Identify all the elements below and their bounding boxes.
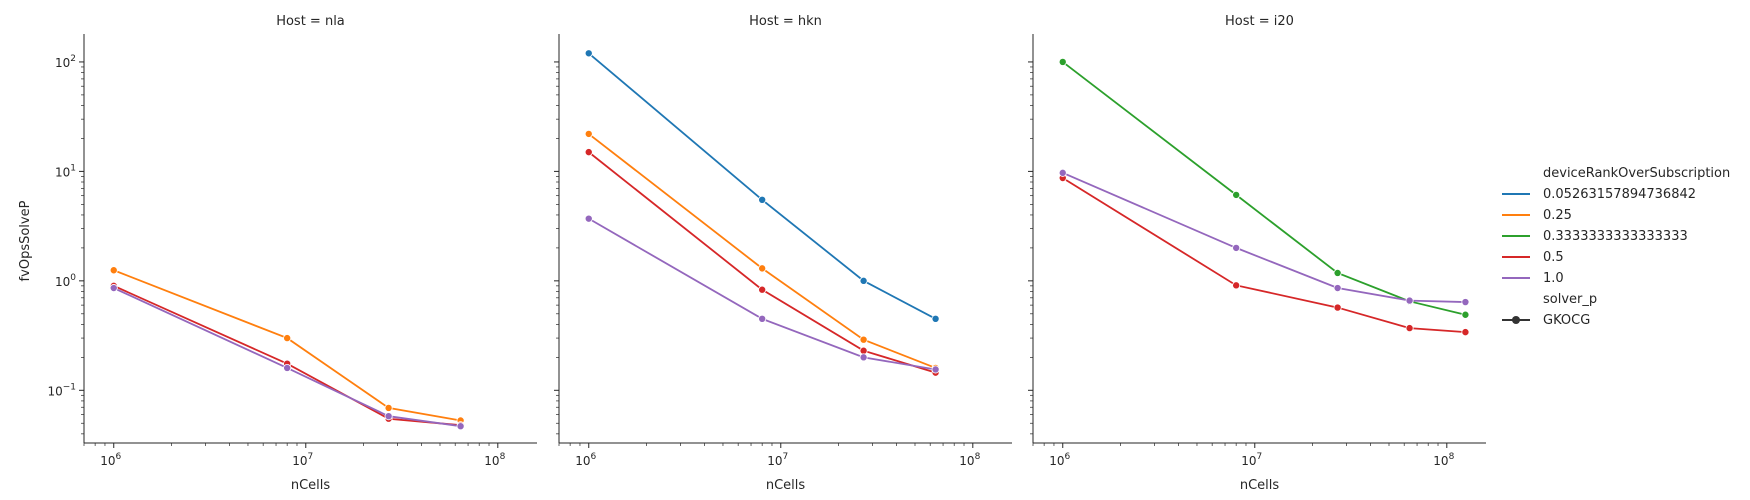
data-point [931,365,940,374]
legend-entry: 0.5 [1543,250,1564,265]
series-line [1062,177,1466,334]
data-point [283,363,292,372]
data-point [1058,57,1067,66]
data-point [456,422,465,431]
series-line [588,217,936,371]
series-0.5 [109,281,465,430]
x-tick-label: 107 [767,452,788,468]
x-tick-label: 106 [100,452,121,468]
data-point [1461,310,1470,319]
y-axis-label: fvOpsSolveP [18,200,33,281]
data-point [1058,168,1067,177]
series-0.25 [109,266,465,425]
series-0.25 [584,129,940,372]
series-1.0 [109,284,465,431]
series-line [588,133,936,369]
data-point [1333,303,1342,312]
series-line [113,269,461,422]
x-tick-label: 108 [1433,452,1454,468]
legend-entry: 1.0 [1543,271,1564,286]
data-point [859,346,868,355]
series-0.05263157894736842 [584,49,940,323]
data-point [859,353,868,362]
data-point [931,314,940,323]
panel-title: Host = hkn [749,14,822,29]
legend-style-marker [1512,316,1520,324]
data-point [384,412,393,421]
legend-style-title: solver_p [1543,292,1597,307]
legend-entry: 0.25 [1543,208,1572,223]
x-tick-label: 107 [1241,452,1262,468]
data-point [1405,296,1414,305]
legend-entry: 0.05263157894736842 [1543,187,1696,202]
legend-entry: 0.3333333333333333 [1543,229,1688,244]
legend: deviceRankOverSubscription 0.052631578947… [1502,166,1730,328]
legend-style-entry: GKOCG [1543,313,1590,328]
data-point [758,285,767,294]
data-point [1461,328,1470,337]
data-point [584,214,593,223]
data-point [1333,284,1342,293]
series-0.5 [584,148,940,377]
data-point [1232,243,1241,252]
data-point [859,335,868,344]
series-1.0 [1058,168,1470,307]
series-1.0 [584,214,940,374]
data-point [283,334,292,343]
data-point [584,129,593,138]
data-point [584,49,593,58]
y-tick-label: 100 [55,273,76,289]
data-point [584,148,593,157]
data-point [758,264,767,273]
panel-0: Host = nla 106 107 108 10−1 100 101 102 nCells [47,14,537,493]
data-point [384,403,393,412]
series-line [113,287,461,428]
y-tick-label: 102 [55,54,76,70]
data-point [1232,190,1241,199]
panel-1: Host = hkn 106 107 108 nCells [554,14,1012,493]
x-tick-label: 106 [575,452,596,468]
x-axis-label: nCells [766,478,806,493]
x-axis-label: nCells [1240,478,1280,493]
data-point [758,195,767,204]
data-point [758,314,767,323]
series-line [588,52,937,320]
y-tick-label: 10−1 [47,382,76,398]
x-tick-label: 108 [484,452,505,468]
x-tick-label: 108 [959,452,980,468]
series-line [1062,61,1466,316]
series-line [113,285,461,427]
panel-2: Host = i20 106 107 108 nCells [1028,14,1486,493]
data-point [1405,324,1414,333]
x-tick-label: 107 [292,452,313,468]
legend-hue-title: deviceRankOverSubscription [1543,166,1730,181]
panel-title: Host = i20 [1225,14,1294,29]
series-line [1062,172,1466,303]
x-axis-label: nCells [291,478,331,493]
data-point [1232,281,1241,290]
data-point [109,284,118,293]
series-0.3333333333333333 [1058,57,1470,319]
y-tick-label: 101 [55,163,76,179]
data-point [1333,268,1342,277]
data-point [859,276,868,285]
data-point [1461,298,1470,307]
series-line [588,151,936,374]
data-point [109,266,118,275]
panel-title: Host = nla [276,14,345,29]
x-tick-label: 106 [1049,452,1070,468]
